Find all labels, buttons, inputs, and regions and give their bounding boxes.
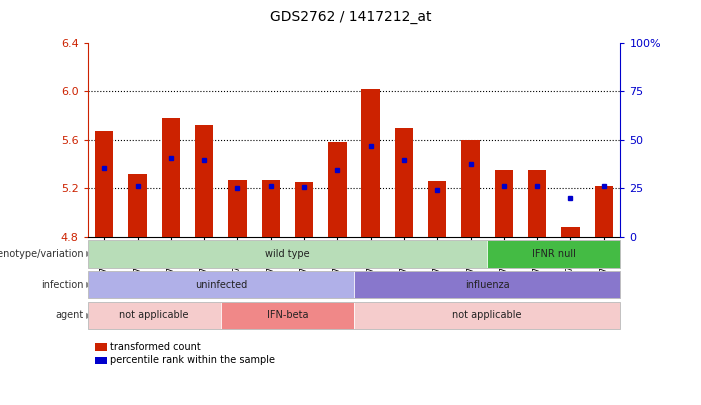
Bar bbox=[128, 174, 147, 237]
Bar bbox=[261, 180, 280, 237]
Bar bbox=[295, 182, 313, 237]
Text: not applicable: not applicable bbox=[452, 311, 522, 320]
Text: ▶: ▶ bbox=[86, 249, 92, 258]
Text: uninfected: uninfected bbox=[195, 280, 247, 290]
Text: transformed count: transformed count bbox=[110, 342, 200, 352]
Bar bbox=[495, 170, 513, 237]
Bar bbox=[328, 142, 346, 237]
Text: ▶: ▶ bbox=[86, 311, 92, 320]
Text: GDS2762 / 1417212_at: GDS2762 / 1417212_at bbox=[270, 10, 431, 24]
Text: IFNR null: IFNR null bbox=[532, 249, 576, 259]
Text: not applicable: not applicable bbox=[119, 311, 189, 320]
Bar bbox=[229, 180, 247, 237]
Bar bbox=[594, 186, 613, 237]
Bar bbox=[461, 140, 479, 237]
Text: genotype/variation: genotype/variation bbox=[0, 249, 84, 259]
Text: infection: infection bbox=[41, 280, 84, 290]
Text: percentile rank within the sample: percentile rank within the sample bbox=[110, 356, 275, 365]
Bar bbox=[395, 128, 413, 237]
Bar bbox=[162, 118, 180, 237]
Text: influenza: influenza bbox=[465, 280, 510, 290]
Text: wild type: wild type bbox=[265, 249, 310, 259]
Bar bbox=[362, 89, 380, 237]
Text: agent: agent bbox=[56, 311, 84, 320]
Bar bbox=[95, 131, 114, 237]
Bar bbox=[195, 125, 213, 237]
Bar bbox=[562, 227, 580, 237]
Bar bbox=[528, 170, 546, 237]
Bar bbox=[428, 181, 447, 237]
Text: IFN-beta: IFN-beta bbox=[266, 311, 308, 320]
Text: ▶: ▶ bbox=[86, 280, 92, 289]
